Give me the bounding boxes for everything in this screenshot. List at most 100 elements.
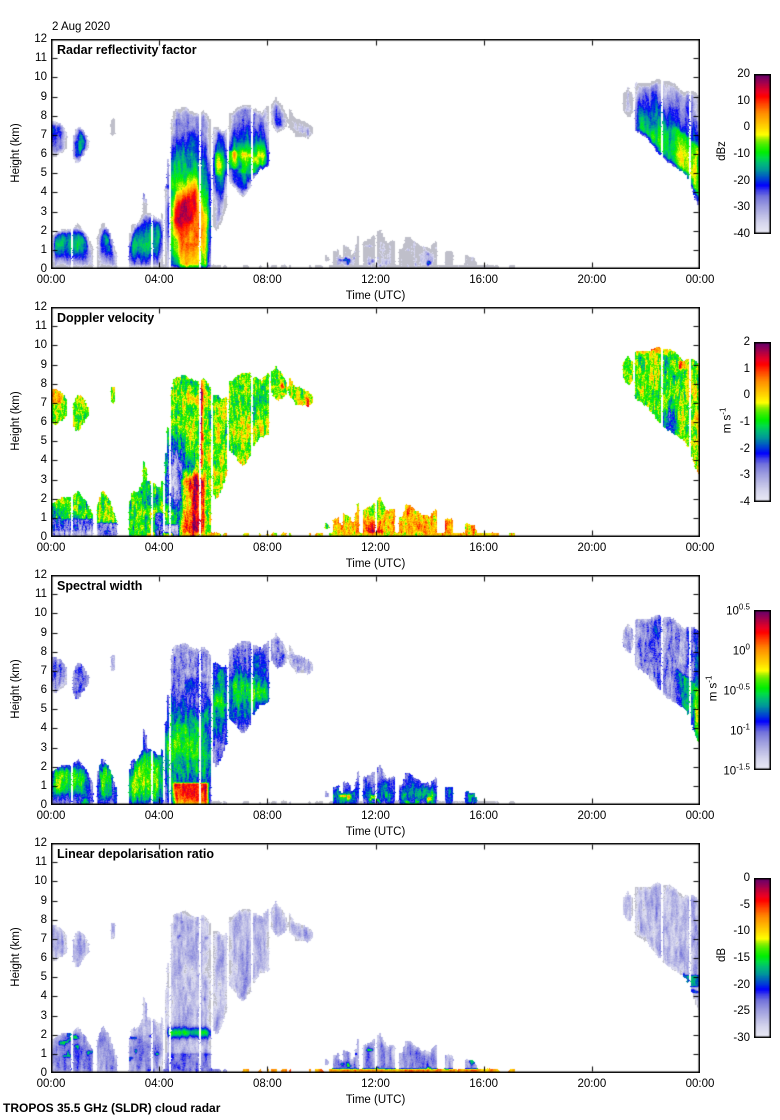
y-tick-label: 10 [34,71,47,84]
x-axis-label: Time (UTC) [345,290,406,302]
colorbar-tick-label: 100 [732,642,750,658]
x-tick-label: 00:00 [685,274,715,286]
x-tick-label: 00:00 [685,542,715,554]
x-tick-label: 00:00 [36,274,66,286]
y-tick-label: 10 [34,607,47,620]
panel-ldr: Linear depolarisation ratio Height (km) … [0,837,780,1111]
x-tick-label: 08:00 [252,274,282,286]
x-tick-label: 04:00 [144,542,174,554]
x-tick-label: 20:00 [577,542,607,554]
colorbar-tick-label: -1 [739,416,750,428]
y-tick-label: 11 [35,856,47,869]
x-tick-label: 04:00 [144,1078,174,1090]
x-tick-label: 16:00 [469,1078,499,1090]
y-tick-label: 5 [40,167,47,180]
y-tick-label: 3 [40,741,47,754]
colorbar-tick-label: 10-1 [730,722,750,738]
y-tick-label: 0 [40,1067,47,1079]
x-tick-label: 00:00 [36,810,66,822]
y-tick-label: 4 [40,186,47,199]
y-tick-label: 1 [40,243,47,256]
y-tick-label: 0 [40,799,47,811]
colorbar-tick-label: 20 [737,68,750,80]
y-tick-label: 7 [40,664,47,677]
y-tick-label: 9 [40,358,47,371]
y-tick-label: 9 [40,90,47,103]
y-tick-label: 11 [35,52,47,65]
colorbar-tick-label: 100.5 [726,602,750,618]
colorbar-tick-label: -30 [733,1032,750,1044]
reflectivity-colorbar [754,74,771,234]
velocity-colorbar [754,342,771,502]
panel-width: Spectral width Height (km) 0 1 2 3 4 5 6 7 8 9 10 1… [0,569,780,843]
x-tick-label: 12:00 [361,810,390,822]
y-tick-label: 11 [35,320,47,333]
x-tick-label: 20:00 [577,274,607,286]
y-tick-label: 2 [40,492,47,505]
y-tick-label: 4 [40,454,47,467]
colorbar-unit-label: dB [716,947,728,963]
x-tick-label: 00:00 [685,1078,715,1090]
y-tick-label: 6 [40,148,47,160]
x-tick-label: 00:00 [36,542,66,554]
x-tick-label: 04:00 [144,274,174,286]
footer-label: TROPOS 35.5 GHz (SLDR) cloud radar [3,1101,221,1115]
y-tick-label: 12 [34,301,47,313]
x-tick-label: 00:00 [685,810,715,822]
y-tick-label: 11 [35,588,47,601]
y-tick-label: 3 [40,1009,47,1022]
colorbar-tick-label: -15 [733,952,750,964]
ldr-heatmap [51,843,700,1073]
y-tick-label: 8 [40,645,47,658]
y-tick-label: 12 [34,569,47,581]
width-colorbar [754,610,771,770]
colorbar-tick-label: -4 [739,496,750,508]
y-tick-label: 6 [40,416,47,428]
colorbar-tick-label: 0 [743,872,750,884]
y-tick-label: 2 [40,760,47,773]
y-tick-label: 3 [40,473,47,486]
panel-title: Doppler velocity [57,311,155,325]
x-tick-label: 16:00 [469,274,499,286]
y-tick-label: 0 [40,531,47,543]
y-tick-label: 5 [40,435,47,448]
reflectivity-heatmap [51,39,700,269]
x-tick-label: 16:00 [469,810,499,822]
y-tick-label: 9 [40,626,47,639]
ldr-colorbar [754,878,771,1038]
colorbar-tick-label: 1 [743,362,750,375]
y-tick-label: 5 [40,703,47,716]
colorbar-tick-label: 2 [743,336,750,348]
y-tick-label: 3 [40,205,47,218]
x-tick-label: 00:00 [36,1078,66,1090]
y-tick-label: 12 [34,33,47,45]
y-tick-label: 8 [40,109,47,122]
y-tick-label: 7 [40,396,47,409]
y-tick-label: 10 [34,339,47,352]
x-axis-label: Time (UTC) [345,558,406,570]
colorbar-tick-label: 10 [737,94,750,107]
panel-title: Linear depolarisation ratio [57,847,214,861]
x-tick-label: 08:00 [252,1078,282,1090]
y-tick-label: 1 [40,779,47,792]
colorbar-unit-label: m s-1 [718,407,734,434]
y-tick-label: 12 [34,837,47,849]
y-tick-label: 1 [40,511,47,524]
y-tick-label: 4 [40,722,47,735]
velocity-heatmap [51,307,700,537]
date-label: 2 Aug 2020 [52,21,111,33]
x-tick-label: 12:00 [361,274,390,286]
y-tick-label: 10 [34,875,47,888]
colorbar-tick-label: 0 [743,121,750,134]
colorbar-unit-label: dBz [716,141,728,161]
y-tick-label: 4 [40,990,47,1003]
y-tick-label: 6 [40,684,47,696]
colorbar-tick-label: -20 [733,174,750,187]
x-tick-label: 20:00 [577,810,607,822]
y-tick-label: 7 [40,932,47,945]
y-tick-label: 2 [40,224,47,237]
y-tick-label: 8 [40,377,47,390]
colorbar-tick-label: -5 [739,898,750,911]
